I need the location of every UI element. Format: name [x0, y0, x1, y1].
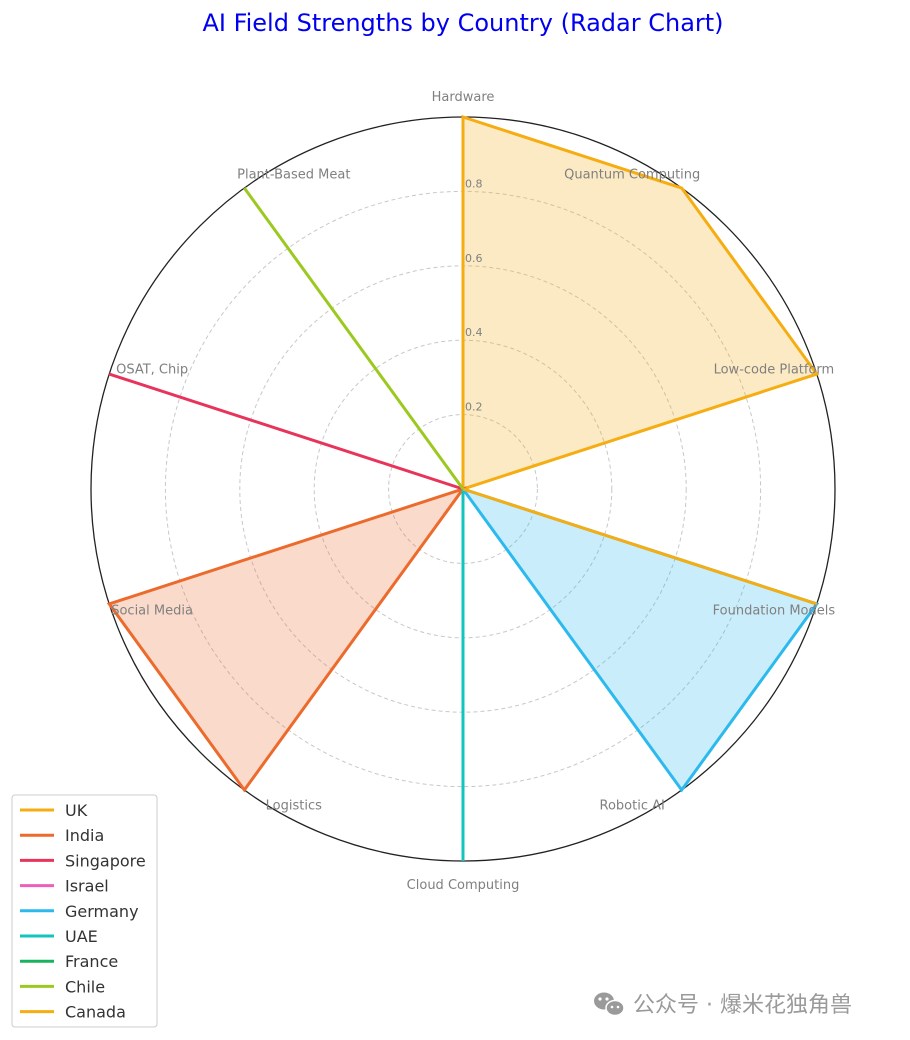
watermark-text: 公众号 · 爆米花独角兽 — [633, 993, 852, 1018]
axis-label-2: Low-code Platform — [714, 363, 835, 378]
radial-tick-labels: 0.2 0.4 0.6 0.8 — [465, 177, 483, 413]
legend-label-uk: UK — [65, 801, 88, 820]
axis-label-7: Social Media — [111, 604, 193, 619]
series-fill-india — [109, 489, 464, 790]
series-line-uk — [461, 114, 820, 492]
tick-label-0: 0.2 — [465, 401, 483, 414]
legend-label-france: France — [65, 952, 118, 971]
series-line-india — [106, 486, 467, 793]
legend-label-uae: UAE — [65, 927, 98, 946]
series-line-singapore — [108, 372, 464, 491]
tick-label-1: 0.4 — [465, 326, 483, 339]
legend-label-india: India — [65, 826, 104, 845]
legend-label-germany: Germany — [65, 902, 139, 921]
legend-label-chile: Chile — [65, 977, 105, 996]
tick-label-2: 0.6 — [465, 252, 483, 265]
series-fill-uk — [463, 117, 817, 489]
watermark: 公众号 · 爆米花独角兽 — [594, 992, 852, 1018]
axis-labels: Hardware Quantum Computing Low-code Platfo… — [111, 90, 835, 893]
legend-label-canada: Canada — [65, 1003, 126, 1022]
legend-frame — [11, 794, 158, 1028]
wechat-icon — [594, 992, 625, 1017]
legend-label-israel: Israel — [65, 877, 109, 896]
axis-label-6: Logistics — [266, 799, 322, 814]
tick-label-3: 0.8 — [465, 177, 483, 190]
chart-title: AI Field Strengths by Country (Radar Cha… — [202, 9, 723, 37]
axis-label-3: Foundation Models — [713, 604, 836, 619]
axis-label-1: Quantum Computing — [564, 168, 700, 183]
axis-label-8: OSAT, Chip — [116, 363, 188, 378]
series-layer — [106, 114, 820, 861]
axis-label-0: Hardware — [432, 90, 495, 105]
series-fill-germany — [463, 489, 817, 790]
series-line-canada — [462, 487, 818, 606]
legend-label-singapore: Singapore — [65, 851, 146, 870]
series-line-chile — [243, 187, 465, 490]
axis-label-5: Cloud Computing — [407, 878, 520, 893]
legend: UK India Singapore Israel Germany UAE France Ch… — [11, 794, 158, 1028]
axis-label-4: Robotic AI — [600, 799, 665, 814]
axis-label-9: Plant-Based Meat — [237, 168, 350, 183]
